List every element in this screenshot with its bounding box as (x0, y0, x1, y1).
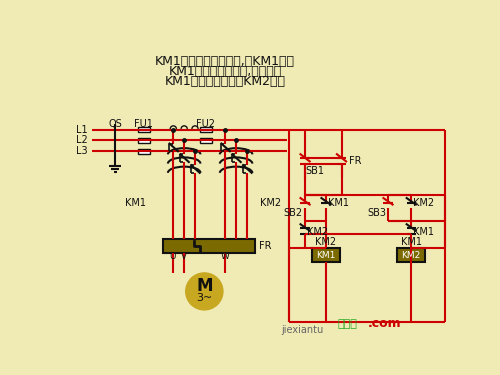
Text: jiexiantu: jiexiantu (282, 325, 324, 335)
Bar (138, 127, 150, 132)
Text: V: V (181, 252, 187, 261)
Text: SB1: SB1 (305, 165, 324, 176)
Text: 接线图: 接线图 (338, 319, 357, 329)
Text: .com: .com (368, 317, 401, 330)
Text: KM1: KM1 (413, 227, 434, 237)
Text: KM1动合主触头闭合,电机正转: KM1动合主触头闭合,电机正转 (168, 65, 282, 78)
Text: 3~: 3~ (196, 293, 212, 303)
Text: KM1: KM1 (125, 198, 146, 208)
Text: KM2: KM2 (316, 237, 336, 247)
Text: M: M (196, 277, 212, 295)
Text: SB2: SB2 (284, 208, 303, 218)
Bar (312, 248, 340, 262)
Text: L2: L2 (76, 135, 88, 146)
Bar (200, 127, 212, 132)
Text: FR: FR (260, 241, 272, 251)
Text: FU1: FU1 (134, 119, 154, 129)
Bar (163, 239, 254, 253)
Text: L1: L1 (76, 125, 88, 135)
Text: FU2: FU2 (196, 119, 216, 129)
Text: KM2: KM2 (402, 251, 421, 260)
Text: KM1: KM1 (328, 198, 348, 208)
Text: KM1动合辅助触头闭合,对KM1自锁: KM1动合辅助触头闭合,对KM1自锁 (155, 55, 295, 68)
Text: QS: QS (108, 119, 122, 129)
Bar (138, 148, 150, 154)
Circle shape (186, 273, 223, 310)
Text: U: U (170, 252, 176, 261)
Bar (200, 138, 212, 143)
Text: KM1: KM1 (316, 251, 336, 260)
Text: KM2: KM2 (413, 198, 434, 208)
Text: KM2: KM2 (260, 198, 281, 208)
Text: W: W (221, 252, 230, 261)
Text: L3: L3 (76, 146, 88, 156)
Text: KM1: KM1 (401, 237, 422, 247)
Bar (398, 248, 425, 262)
Bar (138, 138, 150, 143)
Text: KM2: KM2 (306, 227, 328, 237)
Text: KM1动断触头断开对KM2联锁: KM1动断触头断开对KM2联锁 (165, 75, 286, 88)
Text: FR: FR (349, 156, 362, 166)
Text: SB3: SB3 (368, 208, 386, 218)
